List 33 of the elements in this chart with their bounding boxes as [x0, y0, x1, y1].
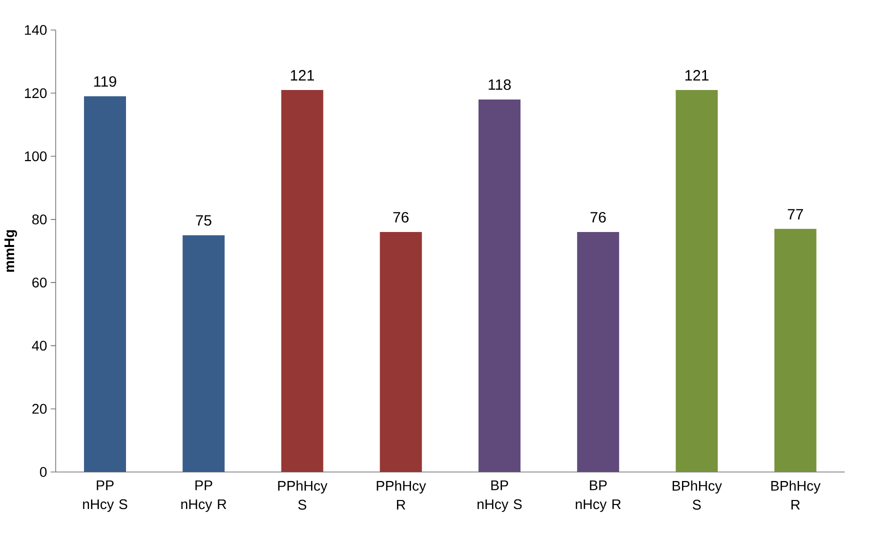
data-label: 76 [393, 212, 409, 223]
data-label: 119 [94, 76, 116, 87]
y-tick-label: 100 [24, 151, 47, 162]
data-label: 118 [488, 79, 511, 90]
x-tick-label: PP nHcy R [181, 480, 226, 512]
bar [380, 232, 422, 472]
data-label: 76 [590, 212, 606, 223]
x-tick-label: BP nHcy R [576, 480, 621, 512]
y-tick-label: 60 [32, 278, 47, 288]
data-label: 121 [290, 70, 314, 80]
x-tick-label: PP nHcy S [83, 480, 128, 512]
bar [478, 99, 521, 472]
x-tick-label: BPhHcy R [771, 480, 821, 510]
bar [676, 90, 718, 472]
data-label: 121 [685, 70, 708, 80]
x-tick-label: PPhHcy S [278, 480, 328, 510]
bar [577, 232, 620, 472]
x-tick-label: PPhHcy R [376, 480, 426, 510]
bar [774, 228, 816, 472]
data-label: 75 [196, 215, 212, 226]
x-tick-label: BPhHcy S [672, 480, 722, 510]
bar [281, 90, 324, 472]
y-tick-label: 80 [32, 214, 47, 224]
y-tick-label: 0 [40, 467, 47, 477]
y-axis-title: mmHg [4, 230, 18, 272]
data-label: 77 [788, 209, 803, 220]
bar [84, 96, 126, 472]
x-tick-label: BP nHcy S [478, 480, 522, 512]
y-tick-label: 120 [24, 88, 47, 98]
y-tick-label: 40 [32, 340, 47, 351]
y-tick-label: 20 [32, 404, 47, 414]
bar [182, 235, 225, 472]
y-tick-label: 140 [24, 25, 47, 35]
